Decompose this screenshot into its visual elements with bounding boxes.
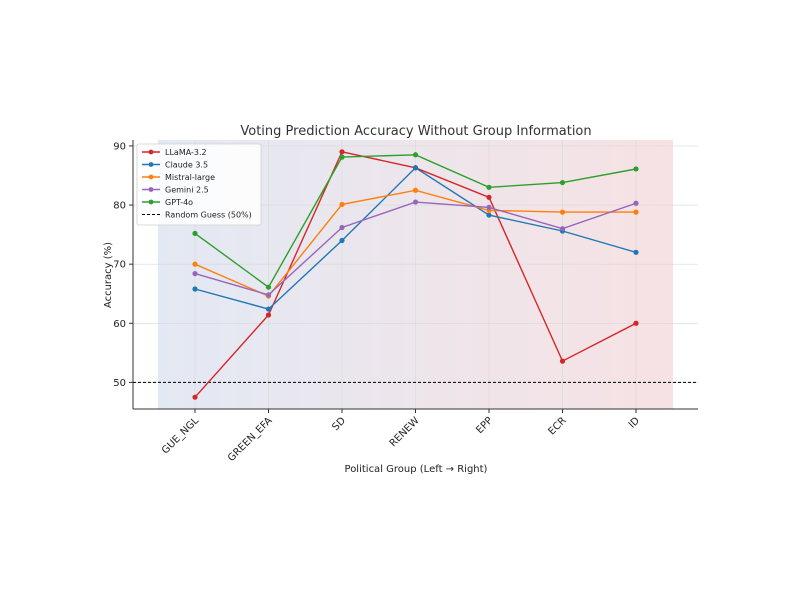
legend-label: Claude 3.5 — [165, 161, 208, 170]
data-point — [412, 199, 419, 205]
data-point — [633, 166, 639, 172]
data-point — [265, 292, 272, 298]
data-point — [192, 394, 198, 400]
data-point — [192, 286, 198, 292]
data-point — [192, 271, 198, 277]
data-point — [559, 179, 566, 186]
x-tick-label: EPP — [474, 415, 495, 436]
data-point — [339, 201, 345, 208]
data-point — [339, 224, 345, 231]
data-point — [486, 184, 492, 190]
legend-marker — [148, 162, 154, 167]
x-tick-label: GREEN_EFA — [226, 415, 275, 464]
data-point — [339, 149, 345, 155]
legend-marker — [148, 149, 154, 155]
y-tick-labels: 50 60 70 80 90 — [113, 141, 133, 389]
data-point — [265, 284, 272, 290]
data-point — [412, 187, 419, 193]
data-point — [633, 200, 639, 206]
data-point — [559, 209, 566, 215]
legend-label: Gemini 2.5 — [165, 186, 209, 195]
y-tick-label: 60 — [113, 319, 126, 330]
data-point — [486, 212, 492, 218]
chart-title: Voting Prediction Accuracy Without Group… — [240, 124, 591, 139]
legend-marker — [148, 187, 154, 192]
data-point — [559, 358, 566, 364]
y-axis-label: Accuracy (%) — [103, 242, 114, 308]
y-tick-label: 50 — [113, 378, 126, 389]
legend-marker — [148, 174, 154, 180]
y-tick-label: 70 — [113, 260, 126, 271]
data-point — [339, 154, 345, 160]
data-point — [192, 261, 198, 267]
legend-marker — [148, 199, 154, 205]
legend-label: GPT-4o — [165, 198, 193, 207]
legend: LLaMA-3.2 Claude 3.5 Mistral-large Gemini 2… — [136, 143, 262, 226]
x-tick-label: ECR — [547, 415, 569, 437]
data-point — [265, 306, 272, 312]
x-tick-labels: GUE_NGL GREEN_EFA SD RENEW EPP ECR ID — [160, 409, 642, 464]
grid-lines — [133, 140, 698, 409]
data-point — [633, 209, 639, 215]
data-point — [633, 249, 639, 255]
data-point — [265, 312, 272, 318]
y-tick-label: 90 — [113, 141, 126, 152]
x-tick-label: SD — [330, 415, 348, 433]
y-tick-label: 80 — [113, 201, 126, 212]
legend-box — [136, 143, 262, 226]
legend-label: Mistral-large — [165, 173, 215, 182]
data-point — [486, 194, 492, 200]
data-point — [339, 237, 345, 244]
x-tick-label: ID — [627, 415, 643, 431]
data-point — [412, 165, 419, 171]
legend-label: LLaMA-3.2 — [165, 148, 207, 157]
series-points — [192, 149, 639, 400]
data-point — [486, 204, 492, 210]
data-point — [192, 230, 198, 237]
x-tick-label: RENEW — [388, 415, 422, 449]
x-axis-label: Political Group (Left → Right) — [345, 464, 488, 475]
data-point — [633, 320, 639, 326]
legend-label: Random Guess (50%) — [165, 211, 252, 220]
x-tick-label: GUE_NGL — [160, 415, 201, 456]
data-point — [559, 226, 566, 232]
data-point — [412, 152, 419, 158]
